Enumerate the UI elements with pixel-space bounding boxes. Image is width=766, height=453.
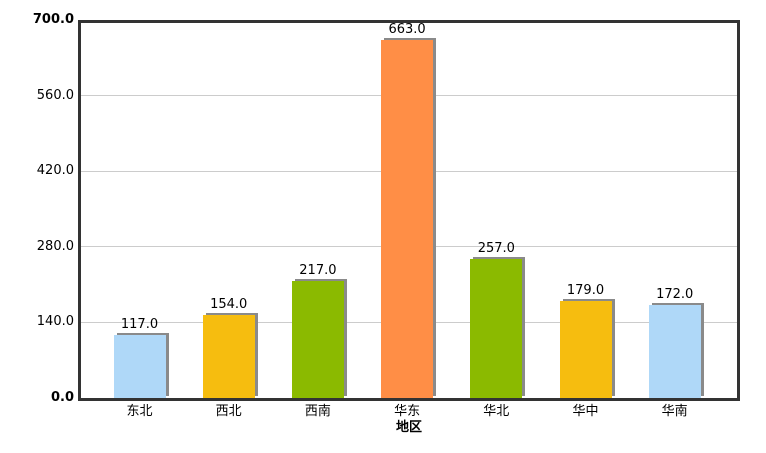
- bar-value-label: 154.0: [210, 296, 248, 312]
- bar[interactable]: [113, 334, 166, 398]
- bar[interactable]: [291, 280, 344, 398]
- bar-value-label: 257.0: [477, 241, 515, 257]
- bar[interactable]: [202, 314, 255, 398]
- y-axis-tick-label: 420.0: [36, 163, 74, 179]
- x-axis-category-label: 华北: [483, 404, 510, 419]
- bar[interactable]: [648, 305, 701, 398]
- x-axis-category-label: 华中: [572, 404, 599, 419]
- x-axis-category-label: 西北: [215, 404, 242, 419]
- y-axis-tick-label: 140.0: [36, 314, 74, 330]
- bar-value-label: 172.0: [656, 287, 694, 303]
- x-axis-category-label: 华南: [661, 404, 688, 419]
- x-axis-category-label: 东北: [126, 404, 153, 419]
- bar-value-label: 117.0: [120, 316, 159, 332]
- y-axis-tick-label: 0.0: [50, 390, 74, 405]
- bar[interactable]: [559, 301, 612, 398]
- y-axis-tick-label: 280.0: [36, 238, 74, 254]
- bar[interactable]: [470, 259, 523, 398]
- y-axis-tick-label: 560.0: [36, 87, 74, 103]
- bar-value-label: 663.0: [388, 21, 426, 37]
- y-axis-tick-label: 700.0: [32, 12, 74, 27]
- bar-value-label: 217.0: [299, 262, 337, 278]
- x-axis-category-label: 华东: [394, 404, 421, 419]
- x-axis-category-label: 西南: [304, 404, 331, 419]
- bar-value-label: 179.0: [566, 283, 605, 299]
- x-axis-title: 地区: [395, 420, 422, 435]
- bar[interactable]: [381, 39, 434, 398]
